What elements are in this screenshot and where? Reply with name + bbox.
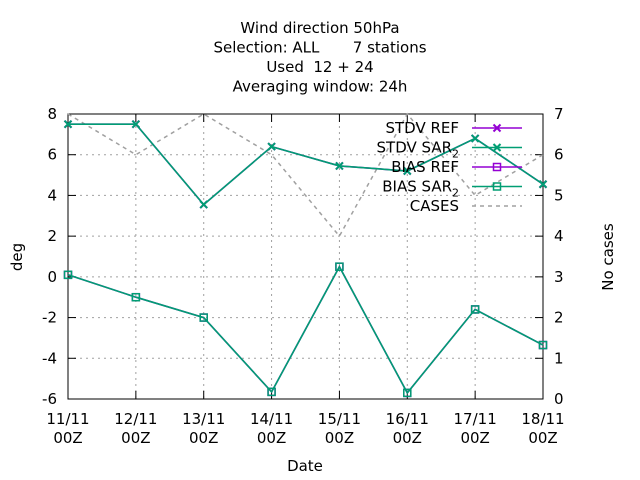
series-line — [67, 265, 544, 395]
legend-item-1: STDV REF — [385, 119, 522, 137]
plot-area — [67, 113, 544, 400]
x-tick-label-time: 00Z — [257, 429, 286, 447]
data-point — [470, 305, 480, 314]
legend-label-text: STDV REF — [385, 119, 459, 137]
x-tick-label: 12/11 — [114, 410, 157, 428]
y-tick-label: 6 — [47, 146, 57, 164]
x-tick-label: 13/11 — [182, 410, 225, 428]
legend-item-2: STDV SAR2 — [377, 139, 522, 161]
x-tick-label-time: 00Z — [121, 429, 150, 447]
x-tick-label-time: 00Z — [393, 429, 422, 447]
data-point — [267, 142, 276, 151]
data-point — [199, 200, 208, 209]
series-cases — [67, 112, 544, 238]
x-axis-label: Date — [287, 457, 323, 475]
legend-marker — [492, 143, 502, 152]
y2-tick-label: 4 — [554, 227, 564, 245]
legend-label-subscript: 2 — [452, 187, 459, 200]
data-point — [470, 134, 480, 143]
y2-tick-label: 3 — [554, 268, 564, 286]
data-point — [199, 313, 208, 322]
legend-label: CASES — [410, 197, 459, 215]
legend-marker — [492, 182, 502, 191]
legend-marker — [492, 123, 502, 133]
legend-label-text: BIAS SAR — [382, 178, 452, 196]
x-tick-label: 14/11 — [250, 410, 293, 428]
legend-item-5: CASES — [410, 197, 522, 215]
title-line-1: Wind direction 50hPa — [240, 19, 399, 37]
y-tick-label: 4 — [47, 186, 57, 204]
title-line-3: Used 12 + 24 — [266, 58, 373, 76]
data-point — [63, 270, 73, 280]
legend-label: STDV SAR2 — [377, 139, 459, 161]
y2-tick-label: 0 — [554, 390, 564, 408]
data-point — [403, 388, 412, 398]
x-tick-label: 18/11 — [521, 410, 564, 428]
series-bias-sar-2 — [63, 262, 548, 398]
data-point — [131, 119, 141, 129]
x-tick-label-time: 00Z — [53, 429, 82, 447]
x-tick-label-time: 00Z — [460, 429, 489, 447]
tick-labels: -6-4-2024680123456711/1100Z12/1100Z13/11… — [42, 105, 565, 447]
y-tick-label: 2 — [47, 227, 57, 245]
y-axis-label: deg — [8, 243, 26, 271]
legend-label-text: BIAS REF — [391, 158, 459, 176]
legend-label-text: CASES — [410, 197, 459, 215]
legend-marker — [492, 162, 502, 172]
title-line-2: Selection: ALL 7 stations — [213, 39, 426, 57]
y2-tick-label: 1 — [554, 349, 564, 367]
data-point — [267, 387, 276, 397]
y2-tick-label: 7 — [554, 105, 564, 123]
legend-item-4: BIAS SAR2 — [382, 178, 522, 200]
legend-label-text: STDV SAR — [377, 139, 452, 157]
x-tick-label: 11/11 — [46, 410, 89, 428]
series — [63, 112, 548, 398]
data-point — [335, 262, 344, 271]
x-tick-label-time: 00Z — [325, 429, 354, 447]
x-tick-label: 15/11 — [318, 410, 361, 428]
x-tick-label-time: 00Z — [189, 429, 218, 447]
legend-item-3: BIAS REF — [391, 158, 522, 176]
chart-title: Wind direction 50hPa Selection: ALL 7 sta… — [213, 19, 426, 96]
series-line — [67, 112, 544, 238]
x-tick-label: 16/11 — [386, 410, 429, 428]
data-point — [538, 180, 548, 189]
y2-tick-label: 6 — [554, 146, 564, 164]
y-tick-label: 0 — [47, 268, 57, 286]
data-point — [63, 119, 73, 129]
grid — [68, 114, 543, 399]
x-tick-label: 17/11 — [454, 410, 497, 428]
y2-tick-label: 5 — [554, 186, 564, 204]
data-point — [538, 340, 548, 350]
legend-label: BIAS SAR2 — [382, 178, 459, 200]
series-stdv-sar-2 — [63, 119, 548, 209]
y-tick-label: -2 — [42, 309, 57, 327]
series-line — [68, 123, 544, 206]
legend-label: STDV REF — [385, 119, 459, 137]
legend-label: BIAS REF — [391, 158, 459, 176]
data-point — [403, 166, 412, 176]
title-line-4: Averaging window: 24h — [233, 78, 408, 96]
plot-frame — [67, 113, 544, 400]
y2-tick-label: 2 — [554, 309, 564, 327]
x-tick-label-time: 00Z — [528, 429, 557, 447]
y-tick-label: 8 — [47, 105, 57, 123]
data-point — [131, 292, 141, 302]
data-point — [335, 161, 344, 171]
y2-axis-label: No cases — [599, 223, 617, 291]
y-tick-label: -6 — [42, 390, 57, 408]
y-tick-label: -4 — [42, 349, 57, 367]
legend-label-subscript: 2 — [452, 148, 459, 161]
